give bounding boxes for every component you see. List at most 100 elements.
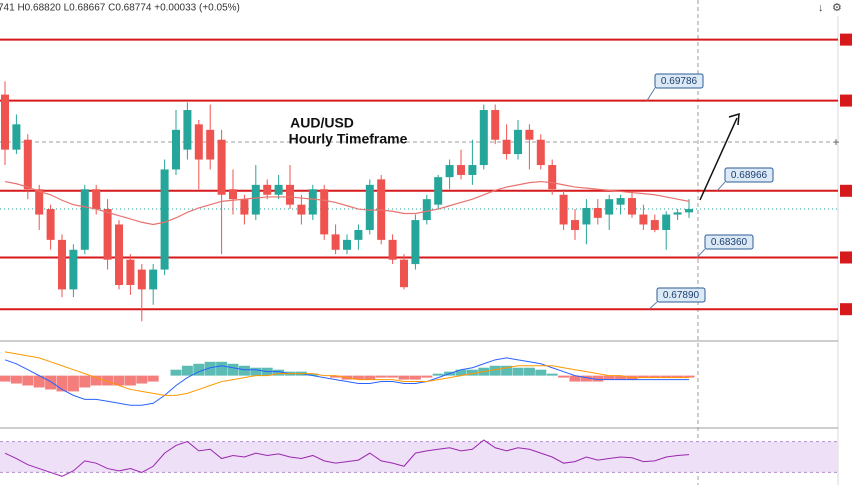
settings-icon[interactable]: ⚙ — [832, 2, 842, 14]
macd-histogram-bar — [307, 373, 319, 376]
macd-histogram-bar — [33, 375, 45, 388]
price-scale-marker — [840, 184, 852, 197]
candle-body — [536, 139, 545, 166]
candle-body — [514, 129, 522, 155]
macd-line — [4, 357, 689, 406]
level-label-box — [724, 167, 774, 183]
macd-histogram-bar — [364, 375, 376, 380]
macd-histogram-bar — [421, 375, 433, 378]
macd-histogram-bar — [273, 369, 285, 376]
macd-histogram-bar — [409, 375, 421, 380]
level-label-box — [704, 234, 754, 250]
download-icon[interactable]: ↓ — [818, 2, 824, 14]
macd-histogram-bar — [398, 375, 410, 380]
candle-body — [206, 129, 215, 160]
candle-body — [274, 184, 283, 195]
candle-body — [172, 129, 180, 170]
label-leader — [716, 181, 726, 192]
signal-line — [4, 351, 689, 396]
macd-histogram-bar — [204, 361, 216, 376]
candle-body — [548, 165, 557, 190]
candle-body — [673, 212, 682, 215]
label-leader — [696, 248, 706, 258]
candle-body — [388, 239, 397, 260]
candle-body — [411, 220, 420, 265]
candle-body — [571, 220, 579, 230]
candle-body — [662, 214, 671, 230]
macd-histogram-bar — [672, 375, 684, 378]
candle-body — [115, 224, 123, 285]
candle-body — [400, 259, 408, 288]
toolbar — [810, 0, 852, 16]
candle-body — [331, 234, 340, 250]
level-label-box — [656, 287, 706, 303]
candle-body — [217, 139, 226, 195]
candle-body — [297, 204, 306, 215]
macd-histogram-bar — [466, 369, 478, 376]
candle-body — [149, 269, 158, 290]
macd-histogram-bar — [660, 375, 672, 378]
candle-body — [308, 189, 317, 215]
macd-histogram-bar — [649, 375, 661, 378]
candle-body — [229, 189, 237, 200]
candle-body — [58, 239, 66, 290]
macd-histogram-bar — [113, 375, 125, 386]
candle-body — [35, 189, 44, 215]
macd-histogram-bar — [615, 375, 627, 380]
macd-histogram-bar — [147, 375, 159, 382]
macd-histogram-bar — [592, 375, 604, 382]
chart-title: AUD/USD — [290, 115, 354, 131]
candle-body — [251, 184, 260, 215]
candle-body — [479, 110, 488, 166]
macd-histogram-bar — [683, 375, 695, 378]
macd-histogram-bar — [56, 375, 68, 392]
macd-histogram-bar — [535, 369, 547, 376]
candle-body — [263, 184, 272, 195]
candle-body — [593, 207, 602, 218]
macd-histogram-bar — [124, 375, 136, 386]
candle-body — [126, 259, 135, 285]
macd-histogram-bar — [489, 365, 501, 376]
candle-body — [468, 165, 477, 175]
label-leader — [646, 87, 656, 101]
macd-histogram-bar — [170, 369, 182, 376]
forecast-arrow-head — [728, 112, 740, 126]
macd-histogram-bar — [102, 375, 114, 386]
candle-body — [685, 209, 693, 213]
candle-body — [365, 184, 374, 230]
macd-histogram-bar — [136, 375, 148, 384]
macd-histogram-bar — [387, 375, 399, 378]
price-scale-marker — [840, 251, 852, 264]
macd-histogram-bar — [181, 365, 193, 376]
macd-histogram-bar — [569, 375, 581, 382]
macd-histogram-bar — [432, 373, 444, 376]
candle-body — [1, 94, 9, 150]
macd-histogram-bar — [637, 375, 649, 378]
level-label: 0.68360 — [711, 237, 748, 248]
candle-body — [46, 209, 55, 240]
candle-body — [605, 199, 614, 215]
macd-histogram-bar — [227, 363, 239, 376]
macd-histogram-bar — [603, 375, 615, 380]
macd-histogram-bar — [90, 375, 102, 386]
price-scale-marker — [840, 303, 852, 316]
moving-average — [4, 180, 690, 226]
candle-body — [650, 220, 659, 230]
candle-body — [103, 209, 112, 260]
macd-histogram-bar — [216, 361, 228, 376]
crosshair-icon[interactable]: + — [832, 135, 839, 149]
macd-histogram-bar — [330, 375, 342, 378]
price-pane: 0.69786 0.68966 0.68360 0.67890 — [0, 33, 852, 322]
candle-body — [502, 139, 511, 155]
candle-body — [286, 184, 294, 205]
macd-histogram-bar — [580, 375, 592, 382]
price-scale-marker — [840, 33, 852, 46]
macd-histogram-bar — [67, 375, 79, 392]
candle-body — [69, 249, 78, 290]
candle-body — [160, 169, 169, 270]
candle-body — [491, 110, 500, 140]
forecast-arrow — [699, 117, 738, 201]
macd-histogram-bar — [546, 373, 558, 376]
label-leader — [648, 301, 658, 310]
